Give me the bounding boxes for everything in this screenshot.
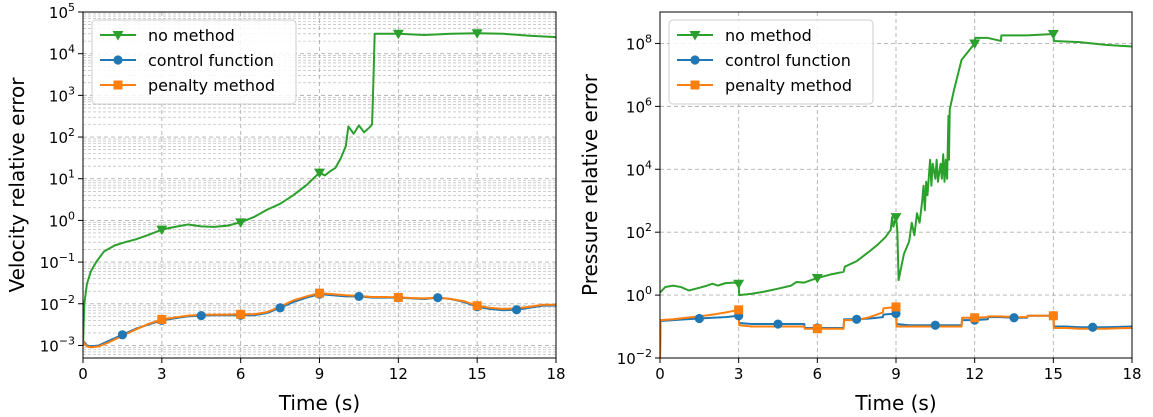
y-tick-label: 100 bbox=[49, 209, 75, 230]
series-line-no-method bbox=[660, 32, 1132, 297]
series-marker bbox=[433, 293, 443, 303]
series-marker bbox=[235, 218, 247, 228]
series-marker bbox=[1088, 322, 1098, 332]
series-line-penalty-method bbox=[83, 292, 556, 349]
legend-label: no method bbox=[725, 26, 812, 45]
legend-marker bbox=[113, 80, 123, 90]
x-tick-label: 3 bbox=[734, 365, 744, 383]
series-marker bbox=[392, 29, 404, 40]
series-marker bbox=[354, 291, 364, 302]
x-axis-label: Time (s) bbox=[278, 391, 360, 415]
series-marker bbox=[694, 313, 704, 324]
series-marker bbox=[852, 314, 862, 324]
series-marker bbox=[314, 168, 325, 179]
legend: no method control function penalty method bbox=[668, 19, 874, 105]
y-axis-label: Pressure relative error bbox=[578, 73, 602, 296]
legend-marker bbox=[690, 80, 700, 90]
legend-marker bbox=[689, 31, 701, 41]
chart-1: 0 3 6 9 12 15 18 10−3 10−2 10−1 100 101 102 103 104 105… bbox=[5, 1, 566, 415]
legend-box bbox=[668, 19, 874, 105]
legend-label: control function bbox=[725, 51, 851, 70]
x-tick-label: 9 bbox=[891, 365, 901, 383]
legend-label: no method bbox=[148, 26, 235, 45]
series-line-no-method bbox=[83, 32, 556, 346]
series-marker bbox=[236, 309, 246, 319]
x-tick-label: 3 bbox=[157, 365, 167, 383]
y-axis-label: Velocity relative error bbox=[5, 77, 29, 293]
series-marker bbox=[890, 213, 902, 223]
y-tick-label: 104 bbox=[49, 43, 75, 64]
y-tick-label: 100 bbox=[626, 284, 652, 305]
legend-marker bbox=[112, 31, 124, 41]
x-tick-label: 12 bbox=[965, 365, 984, 383]
y-tick-label: 10−1 bbox=[40, 251, 75, 272]
series-marker bbox=[811, 273, 823, 284]
series-marker bbox=[734, 305, 744, 315]
series-marker bbox=[1048, 311, 1058, 321]
series-marker bbox=[196, 311, 206, 321]
y-tick-label: 101 bbox=[49, 168, 75, 189]
y-tick-label: 10−2 bbox=[40, 293, 75, 314]
legend-label: penalty method bbox=[725, 76, 852, 95]
series-marker bbox=[891, 302, 901, 312]
legend: no method control function penalty method bbox=[91, 19, 297, 105]
x-tick-label: 0 bbox=[78, 365, 88, 383]
series-marker bbox=[315, 288, 324, 298]
series-marker bbox=[157, 314, 167, 324]
x-tick-label: 6 bbox=[236, 365, 246, 383]
series-marker bbox=[733, 279, 745, 290]
series-marker bbox=[156, 225, 168, 236]
y-tick-label: 102 bbox=[626, 221, 652, 242]
series-marker bbox=[275, 303, 285, 313]
x-tick-label: 15 bbox=[1044, 365, 1063, 383]
series-marker bbox=[393, 292, 403, 302]
x-tick-label: 18 bbox=[546, 365, 565, 383]
chart-2: 0 3 6 9 12 15 18 10−2 100 102 104 106 108 Time (s) Pre… bbox=[578, 11, 1142, 415]
series-marker bbox=[1009, 313, 1019, 323]
series-marker bbox=[773, 319, 783, 329]
x-tick-label: 9 bbox=[315, 365, 325, 383]
series-marker bbox=[471, 29, 483, 39]
series-marker bbox=[511, 305, 522, 315]
series-marker bbox=[970, 313, 980, 323]
series-marker bbox=[1047, 29, 1059, 40]
x-tick-label: 0 bbox=[655, 365, 665, 383]
y-tick-label: 103 bbox=[49, 84, 75, 105]
series-marker bbox=[472, 301, 482, 311]
legend-label: control function bbox=[148, 51, 274, 70]
x-tick-label: 6 bbox=[813, 365, 823, 383]
x-tick-label: 12 bbox=[389, 365, 408, 383]
x-axis-label: Time (s) bbox=[854, 391, 936, 415]
y-tick-label: 106 bbox=[626, 95, 652, 116]
y-tick-label: 102 bbox=[49, 126, 75, 147]
y-tick-label: 105 bbox=[49, 1, 75, 22]
legend-label: penalty method bbox=[148, 76, 275, 95]
legend-marker bbox=[113, 55, 123, 65]
y-tick-label: 108 bbox=[626, 32, 652, 53]
legend-marker bbox=[690, 55, 700, 65]
x-tick-label: 15 bbox=[468, 365, 487, 383]
y-tick-label: 10−3 bbox=[40, 334, 75, 355]
series-marker bbox=[969, 39, 981, 49]
series-marker bbox=[117, 330, 128, 340]
y-tick-label: 104 bbox=[626, 158, 652, 179]
y-tick-label: 10−2 bbox=[617, 347, 652, 368]
series-marker bbox=[812, 324, 822, 334]
series-marker bbox=[930, 320, 940, 330]
x-tick-label: 18 bbox=[1122, 365, 1141, 383]
legend-box bbox=[91, 19, 297, 105]
